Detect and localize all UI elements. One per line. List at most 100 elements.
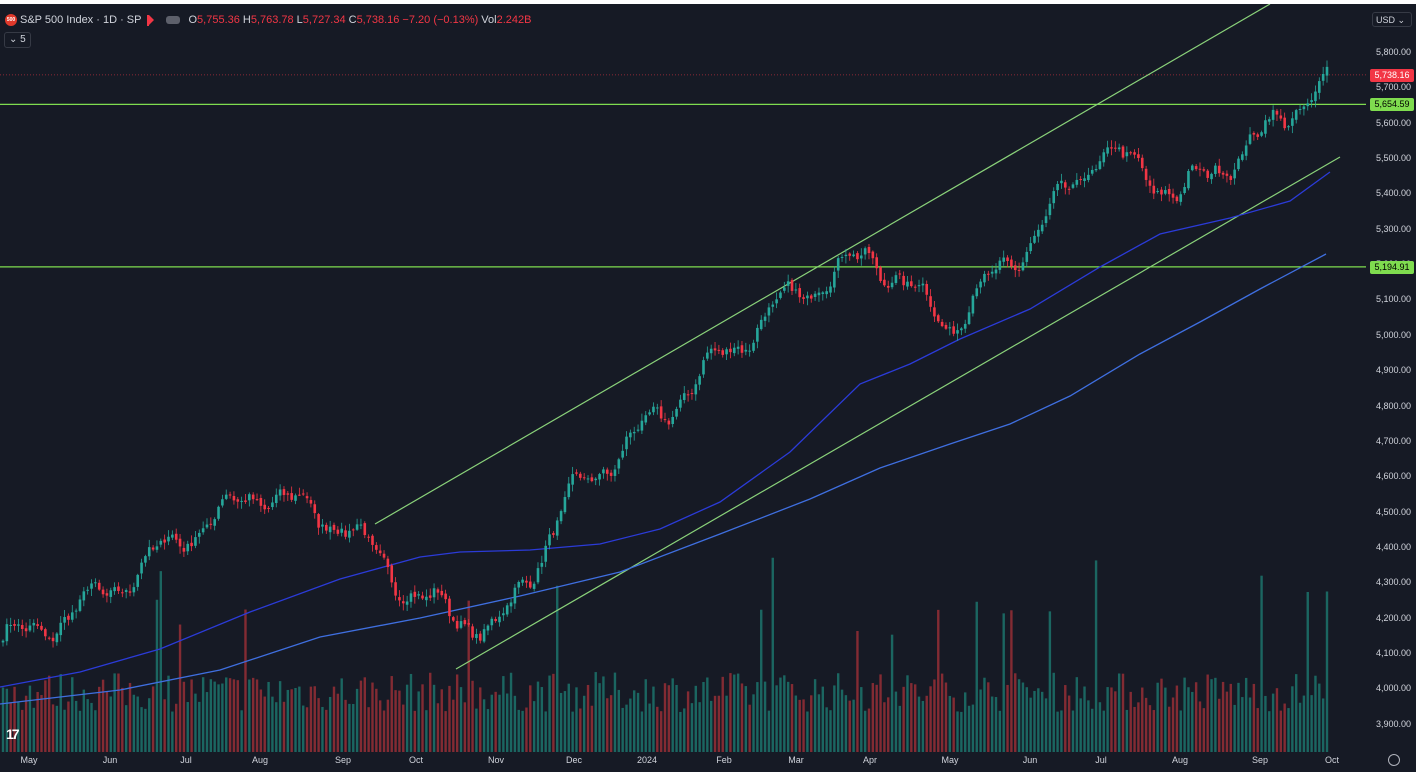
volume-bar: [1052, 672, 1055, 752]
candle-body: [990, 271, 994, 274]
candle-body: [286, 493, 290, 495]
visibility-icon[interactable]: [166, 16, 181, 24]
candle-body: [1248, 134, 1252, 144]
volume-bar: [1075, 677, 1079, 752]
candle-body: [656, 407, 659, 409]
volume-bar: [579, 708, 582, 752]
candle-body: [1075, 179, 1079, 185]
volume-bar: [1044, 698, 1048, 752]
volume-bar: [1244, 677, 1248, 752]
volume-bar: [32, 707, 35, 752]
volume-bar: [5, 688, 9, 752]
volume-bar: [879, 674, 882, 752]
candle-body: [274, 494, 278, 503]
volume-bar: [640, 711, 644, 752]
volume-bar: [1137, 702, 1140, 752]
candle-body: [1, 640, 5, 643]
candle-body: [78, 599, 82, 611]
candle-body: [9, 625, 12, 627]
candle-body: [44, 629, 47, 637]
volume-bar: [36, 691, 39, 752]
candle-body: [278, 489, 282, 496]
candle-body: [259, 498, 263, 506]
volume-bar: [883, 702, 886, 752]
volume-bar: [1321, 698, 1325, 752]
candle-body: [205, 524, 209, 528]
candle-body: [1271, 109, 1275, 120]
candle-body: [425, 596, 428, 601]
candle-body: [1187, 171, 1190, 189]
volume-bar: [702, 681, 705, 752]
volume-bar: [328, 696, 332, 752]
candle-body: [371, 535, 374, 545]
candle-body: [829, 286, 832, 293]
symbol-title[interactable]: S&P 500 Index · 1D · SP: [20, 14, 142, 26]
volume-bar: [1325, 591, 1329, 752]
volume-bar: [101, 679, 105, 752]
candle-body: [848, 253, 852, 256]
time-tick-label: Aug: [1171, 755, 1189, 765]
candle-body: [482, 629, 486, 642]
candle-body: [1114, 147, 1117, 149]
volume-bar: [625, 704, 628, 752]
candle-body: [994, 269, 998, 274]
settings-gear-icon[interactable]: [1388, 754, 1400, 766]
volume-bar: [910, 683, 913, 752]
volume-bar: [1279, 710, 1283, 752]
candle-body: [756, 327, 759, 342]
candle-body: [455, 621, 459, 629]
volume-bar: [124, 705, 128, 752]
candle-body: [317, 514, 320, 528]
volume-bar: [94, 710, 97, 752]
candle-body: [1279, 115, 1283, 119]
volume-bar: [352, 704, 355, 752]
volume-bar: [979, 689, 982, 752]
candle-body: [1056, 183, 1059, 191]
indicators-collapse-button[interactable]: ⌄ 5: [4, 32, 31, 48]
volume-bar: [779, 677, 782, 752]
volume-bar: [1025, 687, 1028, 752]
price-tick-label: 5,800.00: [1376, 47, 1412, 57]
volume-bar: [55, 705, 59, 752]
volume-label: Vol: [481, 14, 497, 26]
candle-body: [17, 624, 20, 626]
volume-bar: [86, 699, 89, 752]
volume-bar: [944, 682, 948, 752]
candle-body: [159, 540, 163, 545]
chart-frame[interactable]: 500 S&P 500 Index · 1D · SP O5,755.36 H5,…: [0, 4, 1416, 772]
flag-icon[interactable]: [147, 15, 155, 26]
candle-body: [505, 605, 509, 615]
candle-body: [244, 500, 247, 502]
volume-bar: [217, 684, 220, 752]
candle-body: [1179, 194, 1183, 202]
candle-body: [382, 553, 386, 558]
candle-body: [1110, 147, 1113, 149]
volume-bar: [575, 687, 578, 752]
price-chart[interactable]: [0, 4, 1416, 772]
candle-body: [1314, 91, 1317, 102]
candle-body: [725, 349, 728, 355]
candle-body: [783, 287, 786, 291]
candle-body: [36, 624, 39, 626]
currency-selector[interactable]: USD ⌄: [1372, 12, 1412, 27]
volume-bar: [463, 702, 467, 752]
candle-body: [636, 429, 640, 431]
volume-bar: [471, 680, 474, 752]
volume-bar: [321, 706, 324, 752]
candle-body: [736, 346, 740, 349]
candle-body: [1063, 182, 1067, 188]
volume-bar: [190, 679, 193, 752]
candle-body: [1094, 168, 1098, 171]
volume-bar: [21, 709, 24, 752]
ohlc-key: O: [188, 14, 198, 26]
price-tick-label: 5,700.00: [1376, 82, 1412, 93]
moving-average-200-line: [0, 253, 1327, 705]
candle-body: [478, 633, 482, 641]
volume-bar: [1206, 674, 1209, 752]
volume-bar: [902, 686, 905, 752]
volume-bar: [698, 702, 701, 752]
candle-body: [452, 617, 455, 621]
tradingview-logo-icon[interactable]: 17: [6, 726, 20, 742]
volume-bar: [1110, 687, 1113, 752]
volume-bar: [452, 699, 455, 752]
